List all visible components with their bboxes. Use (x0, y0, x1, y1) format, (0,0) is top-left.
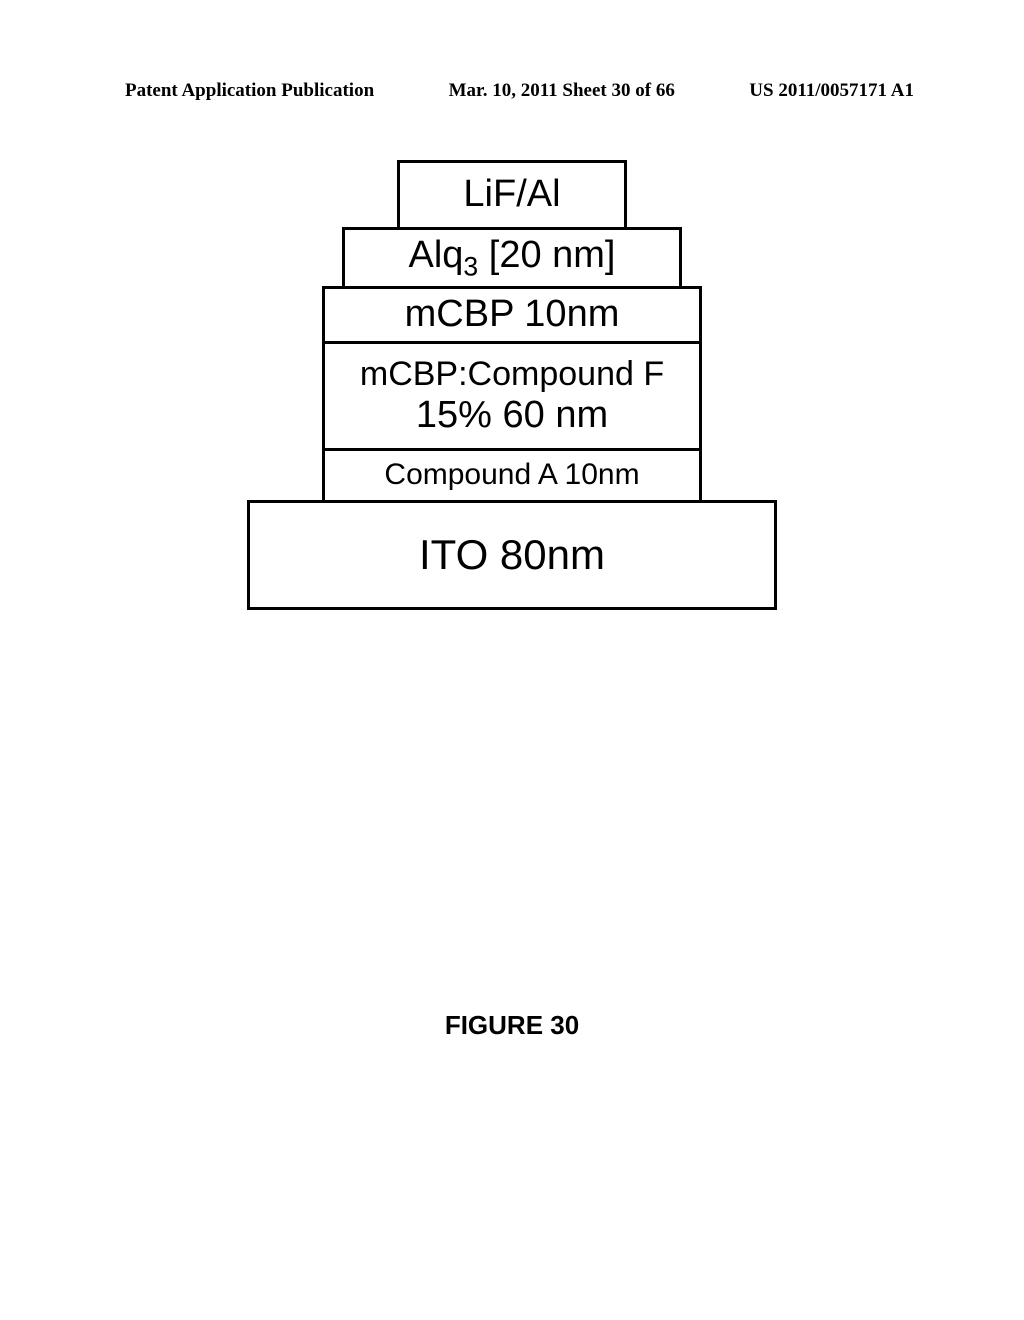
header-date-sheet: Mar. 10, 2011 Sheet 30 of 66 (449, 80, 675, 102)
page-header: Patent Application Publication Mar. 10, … (0, 80, 1024, 102)
header-publication-type: Patent Application Publication (125, 80, 374, 102)
layer-label-line1: mCBP:Compound F (360, 355, 664, 394)
layer-mcbp: mCBP 10nm (322, 286, 702, 344)
layer-label: Alq3 [20 nm] (408, 234, 615, 282)
layer-label-line2: 15% 60 nm (416, 394, 608, 438)
layer-label: Compound A 10nm (384, 458, 639, 493)
header-publication-number: US 2011/0057171 A1 (749, 80, 914, 102)
layer-ito: ITO 80nm (247, 500, 777, 610)
figure-caption: FIGURE 30 (445, 1010, 579, 1041)
layer-compound-a: Compound A 10nm (322, 448, 702, 503)
layer-label: mCBP 10nm (405, 293, 620, 337)
layer-cathode: LiF/Al (397, 160, 627, 230)
layer-label: LiF/Al (463, 173, 560, 217)
layer-mcbp-compound-f: mCBP:Compound F 15% 60 nm (322, 341, 702, 451)
layer-label: ITO 80nm (419, 531, 605, 579)
layer-stack-diagram: LiF/Al Alq3 [20 nm] mCBP 10nm mCBP:Compo… (247, 160, 777, 607)
layer-alq3: Alq3 [20 nm] (342, 227, 682, 289)
